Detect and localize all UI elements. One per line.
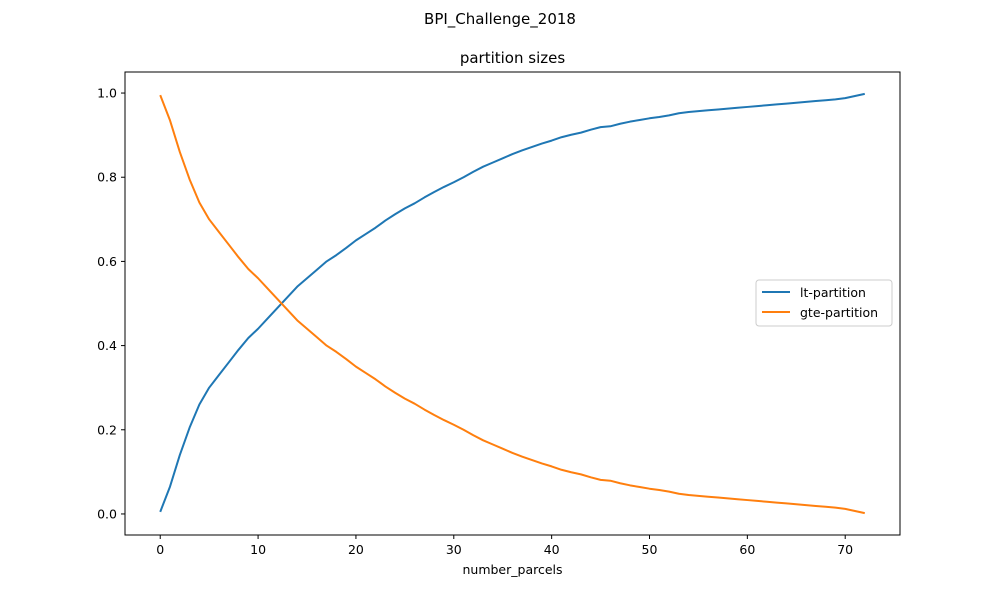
y-axis: 0.0 0.2 0.4 0.6 0.8 1.0	[97, 86, 125, 521]
y-tick-label-2: 0.4	[97, 338, 117, 353]
legend-label-gte-partition: gte-partition	[800, 305, 878, 320]
x-tick-label-60: 60	[739, 542, 755, 557]
x-tick-label-70: 70	[837, 542, 853, 557]
plot-area	[124, 71, 901, 536]
y-tick-label-4: 0.8	[97, 170, 117, 185]
legend-label-lt-partition: lt-partition	[800, 285, 866, 300]
chart-title: partition sizes	[460, 49, 566, 67]
y-tick-label-3: 0.6	[97, 254, 117, 269]
y-tick-label-0: 0.0	[97, 506, 117, 521]
x-tick-label-10: 10	[250, 542, 266, 557]
x-tick-label-20: 20	[348, 542, 364, 557]
series-layer	[159, 92, 865, 515]
y-tick-label-1: 0.2	[97, 422, 117, 437]
series-line-gte-partition	[159, 94, 865, 515]
x-axis-label: number_parcels	[462, 562, 562, 577]
x-tick-label-50: 50	[642, 542, 658, 557]
x-tick-label-40: 40	[544, 542, 560, 557]
x-axis: 0 10 20 30 40 50 60 70	[156, 535, 853, 557]
legend: lt-partition gte-partition	[755, 279, 893, 327]
x-tick-label-30: 30	[446, 542, 462, 557]
series-line-lt-partition	[159, 92, 865, 513]
figure-suptitle: BPI_Challenge_2018	[424, 10, 576, 29]
y-tick-label-5: 1.0	[97, 86, 117, 101]
axes-frame	[124, 71, 901, 536]
x-tick-label-0: 0	[156, 542, 164, 557]
